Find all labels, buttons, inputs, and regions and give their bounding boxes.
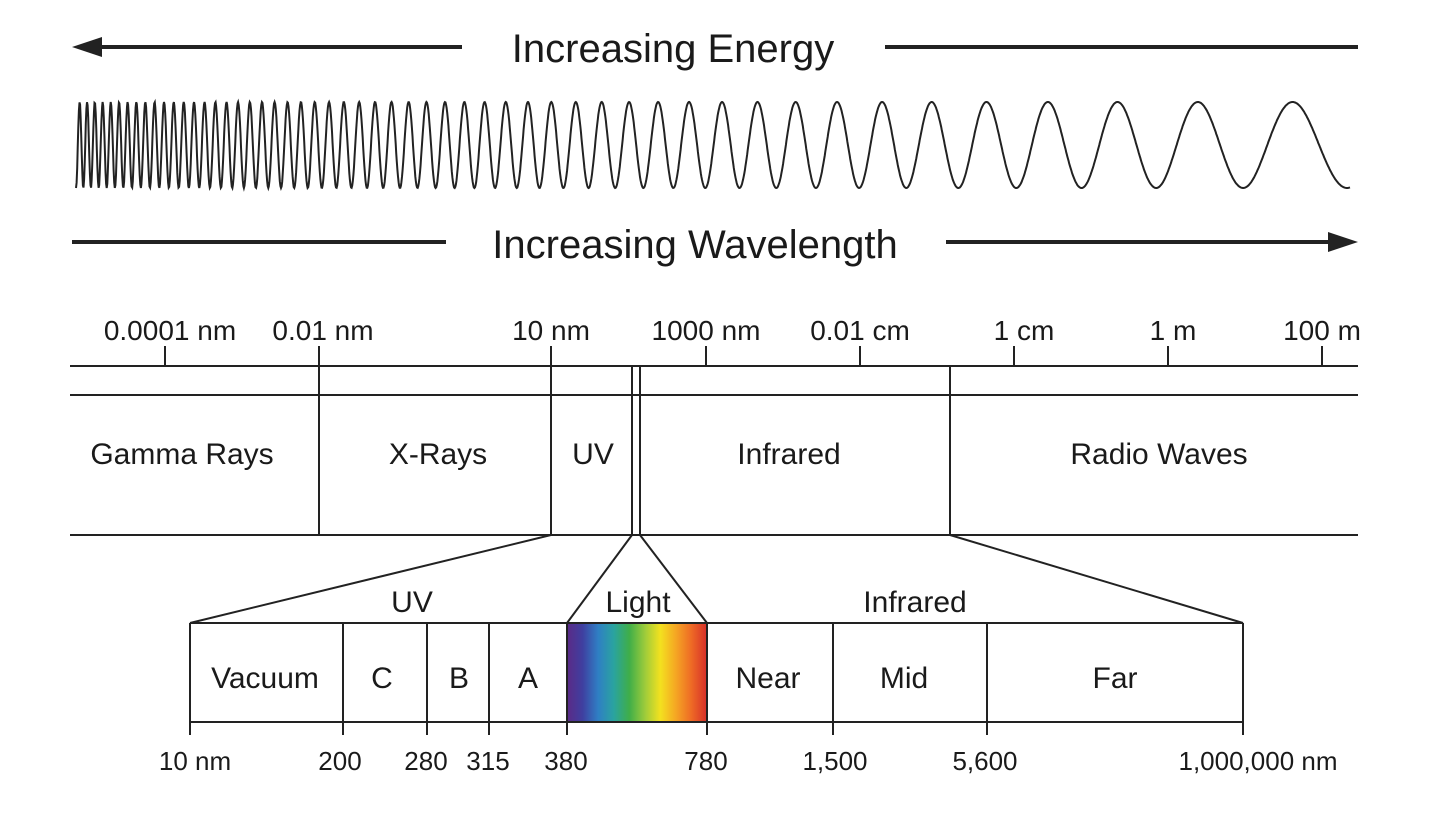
sub-band-b: B	[449, 662, 469, 695]
scale-ticks	[164, 346, 1323, 366]
scale-label: 10 nm	[512, 315, 590, 346]
bottom-label: 315	[466, 746, 509, 776]
band-radio-waves: Radio Waves	[1070, 438, 1247, 471]
sub-band-labels: Vacuum C B A Near Mid Far	[211, 662, 1137, 695]
band-infrared: Infrared	[737, 438, 840, 471]
scale-label: 1 m	[1150, 315, 1197, 346]
bottom-label: 5,600	[952, 746, 1017, 776]
group-infrared-label: Infrared	[863, 586, 966, 619]
wavelength-label: Increasing Wavelength	[492, 223, 897, 267]
group-labels: UV Light Infrared	[391, 586, 967, 619]
scale-label: 0.0001 nm	[104, 315, 236, 346]
energy-label: Increasing Energy	[512, 27, 834, 71]
sub-band-c: C	[371, 662, 393, 695]
wavelength-arrow	[72, 232, 1358, 252]
zoom-lines	[189, 534, 1244, 624]
bottom-labels: 10 nm 200 280 315 380 780 1,500 5,600 1,…	[159, 746, 1338, 776]
bottom-label: 280	[404, 746, 447, 776]
sub-band-far: Far	[1093, 662, 1138, 695]
scale-label: 1 cm	[994, 315, 1055, 346]
main-band-frame	[70, 346, 1358, 536]
sub-band-near: Near	[735, 662, 800, 695]
sub-band-frame	[189, 622, 1244, 735]
scale-label: 100 m	[1283, 315, 1361, 346]
bottom-label: 1,000,000 nm	[1178, 746, 1337, 776]
band-uv: UV	[572, 438, 614, 471]
group-uv-label: UV	[391, 586, 433, 619]
bottom-label: 10 nm	[159, 746, 231, 776]
bottom-label: 380	[544, 746, 587, 776]
scale-labels: 0.0001 nm 0.01 nm 10 nm 1000 nm 0.01 cm …	[104, 315, 1361, 346]
bottom-label: 200	[318, 746, 361, 776]
sub-band-a: A	[518, 662, 538, 695]
scale-label: 1000 nm	[652, 315, 761, 346]
visible-spectrum	[567, 623, 707, 722]
bottom-label: 1,500	[802, 746, 867, 776]
band-x-rays: X-Rays	[389, 438, 487, 471]
sub-band-vacuum: Vacuum	[211, 662, 319, 695]
scale-label: 0.01 cm	[810, 315, 910, 346]
energy-arrow	[72, 37, 1358, 57]
group-light-label: Light	[605, 586, 671, 619]
wave-line	[75, 98, 1351, 192]
scale-label: 0.01 nm	[272, 315, 373, 346]
band-labels: Gamma Rays X-Rays UV Infrared Radio Wave…	[90, 438, 1247, 471]
sub-band-mid: Mid	[880, 662, 928, 695]
bottom-label: 780	[684, 746, 727, 776]
band-gamma-rays: Gamma Rays	[90, 438, 273, 471]
